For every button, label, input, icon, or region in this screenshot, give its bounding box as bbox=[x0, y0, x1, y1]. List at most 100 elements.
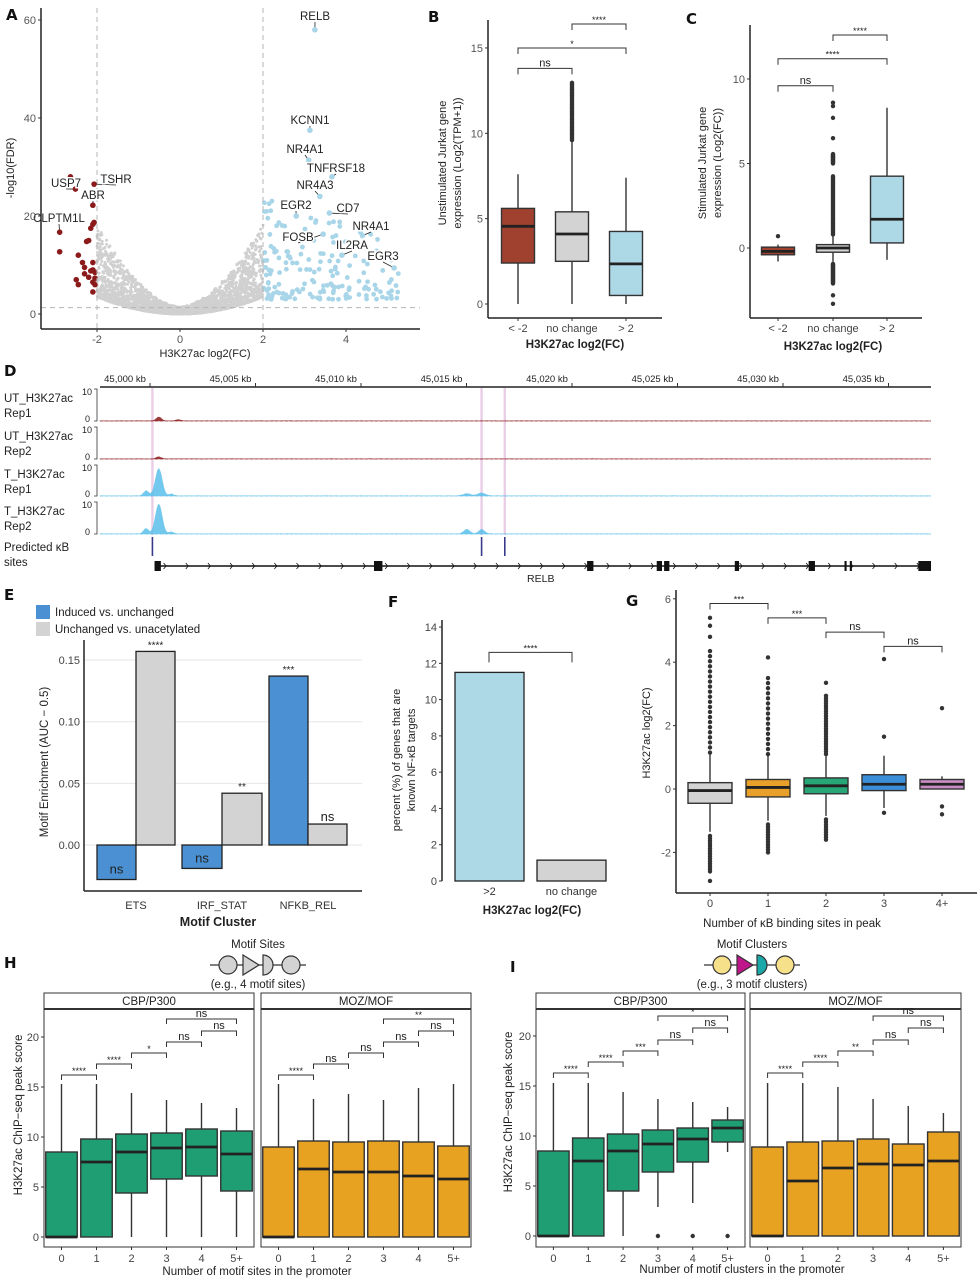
point-up bbox=[307, 267, 313, 273]
significance-label: ns bbox=[196, 1008, 208, 1020]
outlier bbox=[765, 711, 771, 716]
y-axis-title: Motif Enrichment (AUC − 0.5) bbox=[39, 687, 51, 838]
box bbox=[926, 1113, 960, 1237]
point-unchanged bbox=[98, 238, 102, 242]
box-iqr bbox=[856, 1138, 890, 1237]
y-axis-title: percent (%) of genes that are bbox=[391, 689, 403, 831]
site-highlight bbox=[151, 388, 154, 535]
point-down bbox=[75, 281, 82, 288]
y-tick-label: 4 bbox=[431, 803, 437, 815]
box-iqr bbox=[926, 1131, 960, 1237]
point-unchanged bbox=[257, 249, 261, 253]
strand-arrow-icon bbox=[695, 562, 699, 570]
y-tick-label: 6 bbox=[431, 767, 437, 779]
point-up bbox=[366, 286, 371, 292]
x-axis-title: Motif Cluster bbox=[180, 915, 257, 929]
y-tick-label: 0 bbox=[477, 299, 483, 311]
significance-label: ** bbox=[415, 1010, 423, 1020]
point-unchanged bbox=[154, 296, 158, 300]
box-iqr bbox=[869, 175, 905, 244]
y-tick-label: 10 bbox=[471, 128, 483, 140]
box bbox=[500, 174, 536, 304]
point-unchanged bbox=[238, 296, 242, 300]
panel-label: B bbox=[428, 8, 439, 26]
outlier bbox=[830, 301, 836, 306]
strand-arrow-icon bbox=[805, 562, 810, 570]
outlier bbox=[707, 709, 713, 715]
significance-label: * bbox=[147, 1044, 151, 1054]
point-unchanged bbox=[98, 245, 102, 249]
point-unchanged bbox=[135, 289, 139, 293]
point-up bbox=[326, 210, 333, 216]
strand-arrow-icon bbox=[229, 562, 234, 570]
x-tick-label: 2 bbox=[260, 334, 266, 346]
point-unchanged bbox=[206, 296, 210, 300]
significance-label: ** bbox=[852, 1042, 860, 1052]
site-highlight bbox=[480, 388, 483, 535]
point-unchanged bbox=[251, 295, 255, 299]
point-unchanged bbox=[219, 295, 223, 299]
box bbox=[150, 1100, 183, 1237]
x-tick-label: 0 bbox=[275, 1253, 281, 1265]
track-name: Rep1 bbox=[4, 408, 32, 420]
x-tick-label: > 2 bbox=[879, 323, 895, 335]
outlier bbox=[569, 80, 575, 85]
point-unchanged bbox=[245, 278, 249, 282]
point-unchanged bbox=[233, 293, 237, 297]
point-unchanged bbox=[246, 262, 250, 266]
bar-chart-E: 0.00 0.05 0.10 0.15 ns **** ETS ns ** IRF_STAT ***… bbox=[36, 605, 362, 929]
point-unchanged bbox=[159, 311, 163, 315]
point-up bbox=[267, 232, 273, 237]
outlier bbox=[655, 1233, 661, 1239]
strand-arrow-icon bbox=[584, 562, 588, 570]
box bbox=[711, 1107, 744, 1239]
point-unchanged bbox=[122, 290, 126, 294]
y-tick-label: 8 bbox=[431, 731, 437, 743]
outlier bbox=[830, 293, 836, 298]
point-unchanged bbox=[121, 264, 125, 268]
point-unchanged bbox=[159, 305, 163, 309]
point-unchanged bbox=[151, 299, 155, 303]
point-up bbox=[279, 295, 285, 301]
strand-arrow-icon bbox=[894, 562, 898, 570]
point-unchanged bbox=[112, 263, 116, 267]
point-unchanged bbox=[105, 284, 109, 288]
point-up bbox=[344, 275, 350, 280]
outlier bbox=[707, 699, 713, 705]
point-up bbox=[276, 281, 282, 287]
legend-swatch bbox=[36, 605, 50, 619]
strand-arrow-icon bbox=[163, 562, 167, 570]
point-unchanged bbox=[143, 299, 147, 303]
outlier bbox=[765, 721, 771, 726]
point-up bbox=[362, 286, 367, 291]
point-unchanged bbox=[212, 307, 216, 311]
x-tick-label: < -2 bbox=[508, 323, 527, 335]
point-up bbox=[317, 289, 323, 295]
y-axis-title: H3K27ac ChIP−seq peak score bbox=[13, 1035, 25, 1196]
track-name: UT_H3K27ac bbox=[4, 393, 73, 405]
strand-arrow-icon bbox=[783, 562, 787, 570]
point-unchanged bbox=[259, 236, 263, 240]
point-unchanged bbox=[240, 282, 244, 286]
exon bbox=[373, 561, 383, 571]
coordinate-label: 45,010 kb bbox=[315, 374, 357, 385]
point-unchanged bbox=[154, 303, 158, 307]
x-tick-label: 2 bbox=[835, 1253, 841, 1265]
boxplot-G: -2 0 2 4 6 0 1 2 3 4+ *** *** ns ns Number of κB bindi… bbox=[641, 590, 977, 930]
point-unchanged bbox=[108, 288, 112, 292]
significance-label: **** bbox=[778, 1064, 793, 1074]
point-unchanged bbox=[103, 262, 107, 266]
point-unchanged bbox=[100, 275, 104, 279]
point-down bbox=[83, 238, 90, 245]
point-down bbox=[72, 186, 79, 192]
point-up bbox=[389, 296, 394, 301]
point-up bbox=[266, 267, 272, 273]
y-tick-label: 10 bbox=[519, 1131, 531, 1143]
outlier bbox=[830, 103, 836, 109]
point-up bbox=[391, 265, 397, 271]
gene-label: RELB bbox=[300, 11, 330, 23]
point-unchanged bbox=[114, 292, 118, 296]
point-unchanged bbox=[110, 290, 114, 294]
point-unchanged bbox=[97, 275, 101, 279]
